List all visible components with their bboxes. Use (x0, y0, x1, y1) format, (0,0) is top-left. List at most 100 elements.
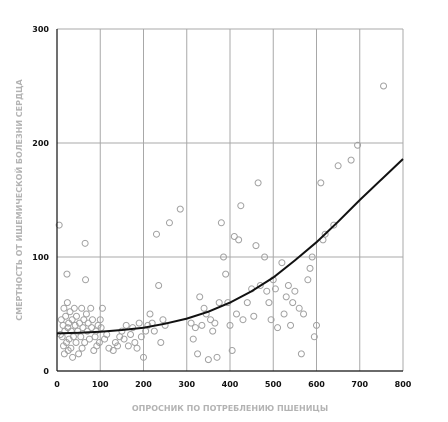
data-point-114 (256, 282, 264, 289)
data-point-77 (152, 230, 160, 238)
x-tick-label-3: 300 (178, 380, 195, 389)
x-tick-label-8: 800 (395, 380, 412, 389)
data-point-129 (295, 304, 303, 312)
data-point-104 (230, 232, 238, 240)
data-point-62 (120, 335, 128, 343)
data-point-142 (347, 156, 355, 164)
data-point-85 (189, 335, 197, 343)
x-tick-labels: 0 100 200 300 400 500 600 700 800 (54, 380, 412, 389)
data-point-123 (280, 310, 288, 318)
data-point-118 (267, 316, 275, 324)
data-point-80 (159, 316, 167, 324)
y-tick-label-3: 300 (32, 25, 49, 34)
grid (56, 28, 404, 372)
data-point-59 (114, 342, 122, 350)
data-point-21 (69, 353, 77, 361)
data-point-107 (237, 202, 245, 210)
fit-curve-layer (56, 158, 404, 335)
data-point-76 (150, 327, 158, 335)
x-tick-label-6: 600 (308, 380, 325, 389)
data-point-33 (79, 324, 87, 332)
data-point-78 (155, 282, 163, 289)
data-point-88 (196, 293, 204, 301)
data-point-29 (75, 319, 83, 327)
data-point-11 (63, 270, 71, 278)
data-point-53 (98, 304, 106, 312)
x-axis-title: ОПРОСНИК ПО ПОТРЕБЛЕНИЮ ПШЕНИЦЫ (132, 404, 328, 413)
data-point-43 (88, 324, 96, 332)
data-point-103 (228, 346, 236, 354)
data-point-125 (284, 282, 292, 289)
data-point-35 (81, 339, 89, 346)
data-point-57 (109, 346, 117, 354)
y-tick-labels: 0 100 200 300 (32, 25, 49, 376)
data-point-83 (176, 205, 184, 213)
data-point-0 (55, 221, 63, 229)
data-point-31 (78, 304, 86, 312)
data-point-136 (313, 321, 320, 329)
y-tick-label-1: 100 (32, 253, 49, 262)
x-tick-label-2: 200 (135, 380, 152, 389)
data-point-127 (289, 299, 297, 307)
data-point-126 (287, 321, 295, 329)
data-point-115 (261, 253, 269, 261)
data-point-81 (161, 321, 169, 329)
x-tick-label-7: 700 (351, 380, 368, 389)
data-point-71 (140, 353, 147, 361)
data-point-79 (157, 339, 165, 346)
data-point-44 (88, 316, 96, 324)
data-point-87 (194, 350, 202, 358)
data-point-17 (66, 308, 74, 316)
data-point-139 (321, 230, 329, 238)
data-point-39 (83, 327, 91, 335)
data-point-137 (317, 179, 325, 187)
x-tick-label-1: 100 (92, 380, 109, 389)
data-point-92 (204, 356, 212, 364)
data-point-89 (198, 321, 206, 329)
data-point-132 (304, 276, 312, 284)
data-point-111 (250, 312, 258, 320)
x-tick-label-5: 500 (265, 380, 282, 389)
data-point-98 (217, 219, 225, 227)
data-point-70 (137, 333, 145, 341)
y-tick-label-2: 200 (32, 139, 49, 148)
data-point-34 (80, 316, 88, 324)
data-point-133 (306, 264, 314, 272)
data-point-27 (74, 327, 82, 335)
data-point-64 (124, 342, 132, 350)
data-point-86 (191, 324, 199, 332)
data-point-30 (77, 333, 85, 341)
data-point-99 (220, 253, 228, 261)
x-tick-label-0: 0 (54, 380, 60, 389)
data-point-144 (380, 82, 388, 90)
data-point-74 (146, 310, 154, 318)
y-axis-title: СМЕРТНОСТЬ ОТ ИШЕМИЧЕСКОЙ БОЛЕЗНИ СЕРДЦА (13, 78, 24, 320)
data-point-20 (68, 316, 76, 324)
data-point-108 (239, 316, 247, 324)
data-point-135 (310, 333, 318, 341)
data-points (55, 82, 388, 364)
data-point-38 (82, 310, 90, 318)
data-point-134 (308, 253, 316, 261)
data-point-106 (235, 236, 243, 244)
data-point-25 (72, 339, 80, 346)
data-point-12 (63, 299, 71, 307)
data-point-131 (300, 310, 308, 318)
data-point-96 (213, 353, 221, 361)
data-point-130 (297, 350, 305, 358)
data-point-116 (263, 287, 271, 295)
data-point-109 (243, 299, 251, 307)
data-point-68 (133, 344, 141, 352)
data-point-58 (111, 339, 119, 346)
data-point-124 (282, 293, 290, 301)
data-point-18 (67, 344, 75, 352)
data-point-6 (60, 304, 68, 312)
data-point-93 (207, 316, 215, 324)
data-point-121 (274, 324, 282, 332)
data-point-40 (84, 319, 92, 327)
y-tick-label-0: 0 (43, 367, 49, 376)
fit-curve (56, 158, 404, 335)
data-point-9 (62, 312, 70, 320)
